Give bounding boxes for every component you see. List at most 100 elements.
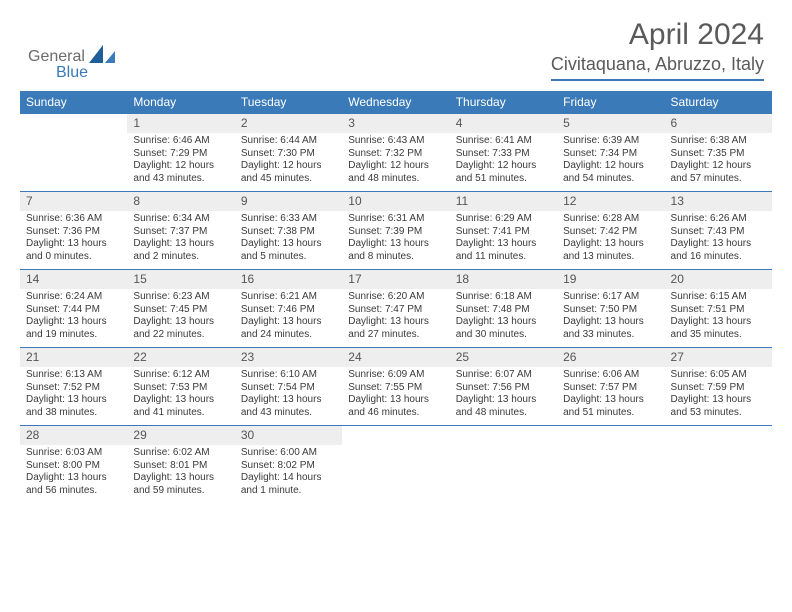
sunrise-text: Sunrise: 6:12 AM [133, 369, 228, 382]
sunset-text: Sunset: 7:50 PM [563, 304, 658, 317]
weekday-header: Saturday [665, 91, 772, 114]
day-number-cell: 23 [235, 348, 342, 368]
daylight-text: and 51 minutes. [456, 173, 551, 186]
sunset-text: Sunset: 8:00 PM [26, 460, 121, 473]
day-number-row: 21222324252627 [20, 348, 772, 368]
day-content-cell: Sunrise: 6:29 AMSunset: 7:41 PMDaylight:… [450, 211, 557, 270]
daylight-text: and 57 minutes. [671, 173, 766, 186]
daylight-text: and 54 minutes. [563, 173, 658, 186]
daylight-text: and 35 minutes. [671, 329, 766, 342]
daylight-text: and 27 minutes. [348, 329, 443, 342]
sunset-text: Sunset: 7:46 PM [241, 304, 336, 317]
weekday-header: Monday [127, 91, 234, 114]
daylight-text: and 43 minutes. [241, 407, 336, 420]
day-number-cell: 25 [450, 348, 557, 368]
daylight-text: Daylight: 13 hours [348, 394, 443, 407]
day-number-cell: 6 [665, 114, 772, 134]
sunset-text: Sunset: 8:02 PM [241, 460, 336, 473]
day-number-row: 78910111213 [20, 192, 772, 212]
day-content-row: Sunrise: 6:24 AMSunset: 7:44 PMDaylight:… [20, 289, 772, 348]
day-number-row: 14151617181920 [20, 270, 772, 290]
day-number-cell: 10 [342, 192, 449, 212]
daylight-text: Daylight: 13 hours [348, 238, 443, 251]
day-number-cell: 9 [235, 192, 342, 212]
brand-word-1: General [28, 49, 85, 65]
day-number-cell: 19 [557, 270, 664, 290]
daylight-text: Daylight: 13 hours [133, 472, 228, 485]
day-number-cell: 29 [127, 426, 234, 446]
day-content-row: Sunrise: 6:03 AMSunset: 8:00 PM Daylight:… [20, 445, 772, 503]
daylight-text: and 5 minutes. [241, 251, 336, 264]
day-content-cell: Sunrise: 6:06 AMSunset: 7:57 PMDaylight:… [557, 367, 664, 426]
sunrise-text: Sunrise: 6:03 AM [26, 447, 121, 460]
day-content-cell: Sunrise: 6:03 AMSunset: 8:00 PMDaylight:… [20, 445, 127, 503]
sunrise-text: Sunrise: 6:29 AM [456, 213, 551, 226]
day-content-cell: Sunrise: 6:07 AMSunset: 7:56 PMDaylight:… [450, 367, 557, 426]
sunrise-text: Sunrise: 6:43 AM [348, 135, 443, 148]
brand-logo: General Blue [28, 45, 115, 81]
day-content-cell [342, 445, 449, 503]
day-content-row: Sunrise: 6:46 AMSunset: 7:29 PMDaylight:… [20, 133, 772, 192]
brand-word-2: Blue [56, 65, 115, 81]
sunset-text: Sunset: 7:36 PM [26, 226, 121, 239]
day-content-cell: Sunrise: 6:18 AMSunset: 7:48 PMDaylight:… [450, 289, 557, 348]
day-number-cell: 4 [450, 114, 557, 134]
day-number-cell: 21 [20, 348, 127, 368]
daylight-text: Daylight: 12 hours [133, 160, 228, 173]
day-number-cell: 7 [20, 192, 127, 212]
day-content-cell: Sunrise: 6:20 AMSunset: 7:47 PMDaylight:… [342, 289, 449, 348]
day-content-cell [450, 445, 557, 503]
sunrise-text: Sunrise: 6:18 AM [456, 291, 551, 304]
sunset-text: Sunset: 7:55 PM [348, 382, 443, 395]
day-number-row: 282930 [20, 426, 772, 446]
day-number-cell: 20 [665, 270, 772, 290]
sunrise-text: Sunrise: 6:39 AM [563, 135, 658, 148]
sunrise-text: Sunrise: 6:38 AM [671, 135, 766, 148]
daylight-text: Daylight: 13 hours [133, 238, 228, 251]
sunset-text: Sunset: 7:54 PM [241, 382, 336, 395]
daylight-text: Daylight: 13 hours [26, 394, 121, 407]
daylight-text: and 1 minute. [241, 485, 336, 498]
day-content-cell: Sunrise: 6:31 AMSunset: 7:39 PMDaylight:… [342, 211, 449, 270]
sunrise-text: Sunrise: 6:02 AM [133, 447, 228, 460]
daylight-text: and 8 minutes. [348, 251, 443, 264]
day-content-cell [557, 445, 664, 503]
daylight-text: Daylight: 13 hours [26, 238, 121, 251]
calendar-table: SundayMondayTuesdayWednesdayThursdayFrid… [20, 91, 772, 503]
daylight-text: and 24 minutes. [241, 329, 336, 342]
day-content-cell: Sunrise: 6:23 AMSunset: 7:45 PMDaylight:… [127, 289, 234, 348]
sunset-text: Sunset: 7:35 PM [671, 148, 766, 161]
daylight-text: and 11 minutes. [456, 251, 551, 264]
daylight-text: and 16 minutes. [671, 251, 766, 264]
day-number-cell: 18 [450, 270, 557, 290]
day-number-cell: 22 [127, 348, 234, 368]
day-number-cell: 8 [127, 192, 234, 212]
day-number-cell: 26 [557, 348, 664, 368]
daylight-text: and 56 minutes. [26, 485, 121, 498]
weekday-header-row: SundayMondayTuesdayWednesdayThursdayFrid… [20, 91, 772, 114]
daylight-text: and 45 minutes. [241, 173, 336, 186]
day-number-cell: 15 [127, 270, 234, 290]
daylight-text: Daylight: 13 hours [348, 316, 443, 329]
day-content-cell: Sunrise: 6:41 AMSunset: 7:33 PMDaylight:… [450, 133, 557, 192]
day-content-cell: Sunrise: 6:26 AMSunset: 7:43 PMDaylight:… [665, 211, 772, 270]
day-content-cell [20, 133, 127, 192]
day-content-cell: Sunrise: 6:02 AMSunset: 8:01 PMDaylight:… [127, 445, 234, 503]
daylight-text: Daylight: 13 hours [563, 394, 658, 407]
weekday-header: Wednesday [342, 91, 449, 114]
daylight-text: Daylight: 13 hours [241, 238, 336, 251]
day-number-cell: 30 [235, 426, 342, 446]
day-number-cell [557, 426, 664, 446]
sunset-text: Sunset: 7:57 PM [563, 382, 658, 395]
sunset-text: Sunset: 7:52 PM [26, 382, 121, 395]
day-content-cell: Sunrise: 6:17 AMSunset: 7:50 PMDaylight:… [557, 289, 664, 348]
day-number-cell: 16 [235, 270, 342, 290]
weekday-header: Thursday [450, 91, 557, 114]
day-number-cell [450, 426, 557, 446]
sunset-text: Sunset: 7:38 PM [241, 226, 336, 239]
sunrise-text: Sunrise: 6:41 AM [456, 135, 551, 148]
sunset-text: Sunset: 8:01 PM [133, 460, 228, 473]
daylight-text: and 30 minutes. [456, 329, 551, 342]
sunrise-text: Sunrise: 6:23 AM [133, 291, 228, 304]
daylight-text: Daylight: 13 hours [456, 238, 551, 251]
